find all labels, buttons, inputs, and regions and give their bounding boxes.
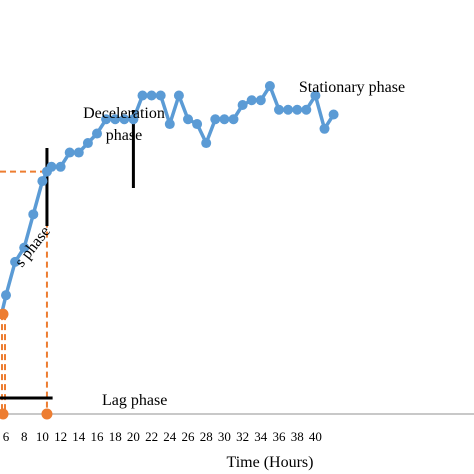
x-tick-label: 20 [127, 429, 140, 444]
data-point [73, 147, 84, 158]
data-point [101, 114, 112, 125]
data-series [0, 81, 339, 320]
data-point [128, 114, 139, 125]
deceleration-phase-label-line2: phase [106, 127, 142, 144]
data-point [246, 95, 257, 106]
data-point [146, 90, 157, 101]
data-point [46, 161, 57, 172]
data-point [164, 119, 175, 130]
data-point [283, 104, 294, 115]
x-tick-label: 14 [72, 429, 86, 444]
x-tick-label: 8 [21, 429, 28, 444]
x-tick-label: 12 [54, 429, 67, 444]
x-tick-label: 32 [236, 429, 249, 444]
x-tick-label: 16 [91, 429, 105, 444]
data-point [64, 147, 75, 158]
data-point [201, 138, 212, 149]
data-point [137, 90, 148, 101]
guide-marker-axis-start [0, 408, 9, 420]
x-tick-label: 30 [218, 429, 231, 444]
x-tick-label: 34 [254, 429, 268, 444]
data-point [255, 95, 266, 106]
x-tick-label: 6 [3, 429, 10, 444]
data-point [328, 109, 339, 120]
data-point [264, 81, 275, 91]
data-point [292, 104, 303, 115]
data-point [10, 256, 21, 267]
data-point [237, 100, 248, 111]
data-point [55, 161, 66, 172]
x-tick-label: 10 [36, 429, 49, 444]
data-point [310, 90, 321, 101]
data-point [110, 114, 121, 125]
x-ticks: 6 8 10 12 14 16 18 20 22 24 26 28 30 32 34 36 38 40 [3, 429, 322, 444]
x-tick-label: 24 [163, 429, 177, 444]
data-point [219, 114, 230, 125]
stationary-phase-label: Stationary phase [299, 79, 405, 96]
data-point [319, 123, 330, 134]
data-point [119, 114, 130, 125]
data-point [274, 104, 284, 115]
x-tick-label: 38 [291, 429, 304, 444]
x-tick-label: 26 [182, 429, 196, 444]
lag-phase-label: Lag phase [102, 392, 167, 409]
data-point [1, 290, 11, 301]
data-point [19, 242, 30, 253]
data-point [210, 114, 221, 125]
data-point [228, 114, 239, 125]
data-point [92, 128, 102, 139]
deceleration-phase-label-line1: Deceleration [83, 105, 165, 122]
data-point [183, 114, 193, 125]
data-point [192, 119, 203, 130]
x-axis-title: Time (Hours) [227, 454, 314, 471]
data-point [28, 209, 39, 220]
guide-marker-axis-end [41, 408, 53, 420]
data-point [82, 138, 93, 149]
x-tick-label: 36 [273, 429, 287, 444]
x-tick-label: 18 [109, 429, 122, 444]
guide-markers [0, 308, 53, 420]
data-point [37, 176, 48, 187]
data-point [155, 90, 166, 101]
x-tick-label: 22 [145, 429, 158, 444]
x-tick-label: 40 [309, 429, 322, 444]
data-point [301, 104, 312, 115]
guide-marker-start [0, 308, 9, 320]
data-point [173, 90, 184, 101]
x-tick-label: 28 [200, 429, 213, 444]
